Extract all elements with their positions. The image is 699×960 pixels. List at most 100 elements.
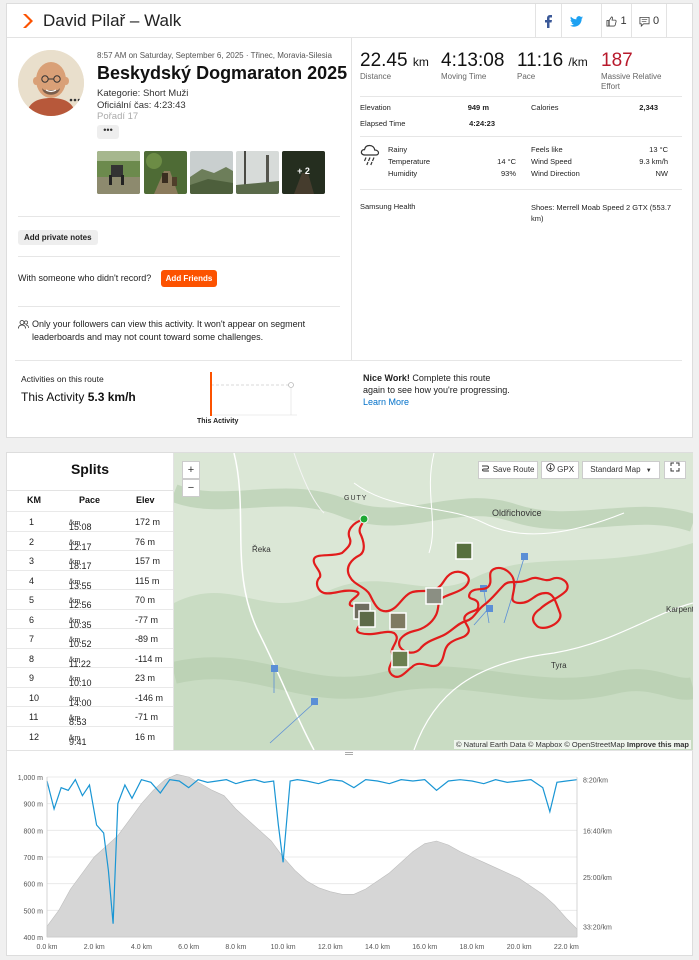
map-place-label: Oldřichovice xyxy=(492,508,542,518)
wind-speed-label: Wind Speed xyxy=(531,157,572,166)
activity-header: David Pilař – Walk 1 0 xyxy=(7,4,692,38)
route-map[interactable]: GUTY Oldřichovice Řeka Tyra Karpentná + … xyxy=(174,453,693,750)
save-route-button[interactable]: Save Route xyxy=(478,461,538,479)
split-row[interactable]: 9 10:10 /km 23 m xyxy=(7,667,173,688)
calories-value: 2,343 xyxy=(639,103,658,112)
y2-tick-label: 25:00/km xyxy=(583,875,612,882)
wind-direction-value: NW xyxy=(655,169,669,178)
split-km: 10 xyxy=(29,692,40,703)
split-elev: -77 m xyxy=(135,614,159,625)
split-elev: 157 m xyxy=(135,556,161,566)
split-pace: 9:41 /km xyxy=(69,734,87,747)
split-km: 8 xyxy=(29,653,35,664)
avatar[interactable] xyxy=(18,50,84,116)
rain-cloud-icon xyxy=(360,144,380,166)
split-pace: 11:22 /km xyxy=(69,656,91,669)
split-km: 12 xyxy=(29,731,40,742)
facebook-share-button[interactable] xyxy=(535,4,561,38)
zoom-out-button[interactable]: − xyxy=(182,479,200,497)
add-private-notes-button[interactable]: Add private notes xyxy=(18,230,98,245)
divider xyxy=(18,306,340,307)
zoom-in-button[interactable]: + xyxy=(182,461,200,479)
split-row[interactable]: 12 9:41 /km 16 m xyxy=(7,725,173,747)
map-place-label: Tyra xyxy=(551,661,567,670)
photo-thumbnail[interactable] xyxy=(97,151,140,194)
split-pace: 10:35 /km xyxy=(69,617,92,630)
photo-more-thumbnail[interactable]: + 2 xyxy=(282,151,325,194)
gpx-download-button[interactable]: GPX xyxy=(541,461,579,479)
split-row[interactable]: 10 14:00 /km -146 m xyxy=(7,686,173,708)
device-name: Samsung Health xyxy=(360,202,416,211)
twitter-share-button[interactable] xyxy=(561,4,591,38)
split-pace: 12:56 /km xyxy=(69,598,92,610)
feels-like-value: 13 °C xyxy=(649,145,668,154)
wind-speed-value: 9.3 km/h xyxy=(639,157,668,166)
y-tick-label: 800 m xyxy=(24,828,44,835)
split-row[interactable]: 3 18:17 /km 157 m xyxy=(7,550,173,571)
split-row[interactable]: 8 11:22 /km -114 m xyxy=(7,647,173,669)
split-elev: -71 m xyxy=(135,712,159,722)
wind-direction-label: Wind Direction xyxy=(531,169,580,178)
divider xyxy=(18,216,340,217)
resize-handle[interactable] xyxy=(7,750,693,755)
split-row[interactable]: 1 15:08 /km 172 m xyxy=(7,511,173,532)
photo-thumbnail[interactable] xyxy=(144,151,187,194)
split-pace: 12:17 /km xyxy=(69,539,92,552)
split-km: 1 xyxy=(29,517,35,527)
photo-fog xyxy=(236,151,279,194)
fullscreen-button[interactable] xyxy=(664,461,686,479)
relative-effort-label: Massive Relative Effort xyxy=(601,72,662,91)
photo-thumbnail[interactable] xyxy=(236,151,279,194)
y-tick-label: 500 m xyxy=(24,908,44,915)
split-pace: 13:55 /km xyxy=(69,578,92,591)
y-tick-label: 700 m xyxy=(24,855,44,862)
description-line: Pořadí 17 xyxy=(97,111,139,120)
comment-icon xyxy=(639,16,650,27)
split-elev: 23 m xyxy=(135,673,156,683)
split-pace: 10:10 /km xyxy=(69,676,92,688)
elevation-pace-chart[interactable]: 1,000 m 900 m 800 m 700 m 600 m 500 m 400 m 8:2… xyxy=(7,769,693,957)
map-attribution: © Natural Earth Data © Mapbox © OpenStre… xyxy=(454,740,691,749)
photo-hills xyxy=(190,151,233,194)
description-line: Kategorie: Short Muži xyxy=(97,88,189,99)
y2-tick-label: 33:20/km xyxy=(583,924,612,931)
split-row[interactable]: 6 10:35 /km -77 m xyxy=(7,608,173,630)
activity-card: David Pilař – Walk 1 0 xyxy=(6,3,693,438)
split-row[interactable]: 2 12:17 /km 76 m xyxy=(7,530,173,552)
comments-button[interactable]: 0 xyxy=(631,4,667,38)
show-more-button[interactable]: ••• xyxy=(97,125,119,139)
divider xyxy=(7,490,173,491)
elapsed-time-value: 4:24:23 xyxy=(469,119,495,128)
improve-map-link[interactable]: Improve this map xyxy=(626,740,689,749)
map-style-select[interactable]: Standard Map ▼ xyxy=(582,461,660,479)
split-row[interactable]: 11 8:53 /km -71 m xyxy=(7,706,173,727)
split-row[interactable]: 7 10:52 /km -89 m xyxy=(7,628,173,649)
split-elev: -89 m xyxy=(135,634,159,644)
learn-more-link[interactable]: Learn More xyxy=(363,397,410,407)
photo-thumbnail[interactable] xyxy=(190,151,233,194)
kudos-button[interactable]: 1 xyxy=(601,4,631,38)
split-row[interactable]: 5 12:56 /km 70 m xyxy=(7,589,173,610)
split-elev: 16 m xyxy=(135,731,156,742)
divider xyxy=(173,453,174,750)
split-pace: 14:00 /km xyxy=(69,695,92,708)
split-km: 9 xyxy=(29,673,35,683)
photos-extra-count: + 2 xyxy=(297,166,310,176)
temperature-value: 14 °C xyxy=(497,157,516,166)
x-tick-label: 14.0 km xyxy=(365,944,390,951)
split-row[interactable]: 4 13:55 /km 115 m xyxy=(7,569,173,591)
twitter-icon xyxy=(570,15,583,27)
split-pace: 15:08 /km xyxy=(69,520,92,532)
facebook-icon xyxy=(545,14,552,28)
split-elev: 172 m xyxy=(135,517,161,527)
page-title: David Pilař – Walk xyxy=(43,11,182,30)
add-friends-button[interactable]: Add Friends xyxy=(161,270,217,287)
relative-effort-value[interactable]: 187 xyxy=(601,50,633,71)
x-tick-label: 22.0 km xyxy=(554,944,579,951)
split-elev: -146 m xyxy=(135,692,164,703)
split-km: 7 xyxy=(29,634,35,644)
chevron-down-icon: ▼ xyxy=(645,468,652,474)
calories-label: Calories xyxy=(531,103,559,112)
divider xyxy=(15,360,682,361)
kudos-count: 1 xyxy=(620,15,627,27)
